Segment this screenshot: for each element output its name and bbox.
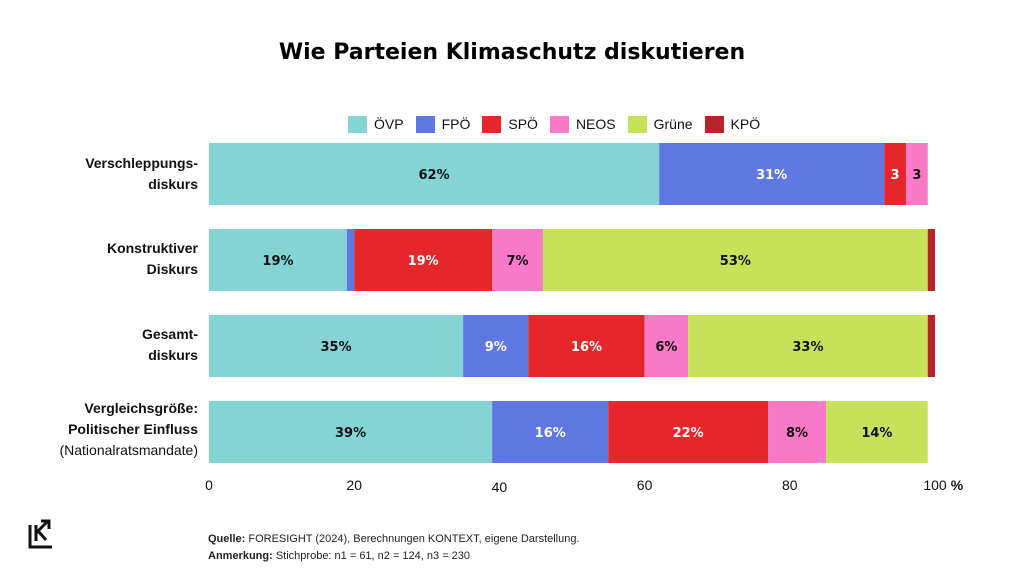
data-label: 7% [507, 254, 529, 269]
x-tick-label: 60 [637, 477, 653, 493]
bar-segment-kpö [927, 315, 935, 377]
chart-legend: ÖVP FPÖ SPÖ NEOS Grüne KPÖ [348, 114, 772, 134]
row-label-line: Diskurs [146, 261, 198, 277]
note-text: Stichprobe: n1 = 61, n2 = 124, n3 = 230 [275, 550, 471, 562]
data-label: 31% [756, 168, 787, 183]
bar-segment-spö [528, 315, 645, 377]
bar-segment-fpö [346, 229, 355, 291]
bar-segment-spö [354, 229, 493, 291]
row-label-sub: (Nationalratsmandate) [59, 442, 198, 458]
row-label-vergleichsgroesse: Vergleichsgröße: Politischer Einfluss (N… [20, 398, 198, 461]
legend-label-fpoe: FPÖ [441, 116, 471, 132]
kontext-logo-icon [28, 519, 52, 549]
source-text: FORESIGHT (2024), Berechnungen KONTEXT, … [248, 533, 580, 545]
legend-swatch-fpoe [415, 115, 435, 133]
source-label: Quelle: [208, 533, 246, 545]
data-label: 53% [720, 254, 751, 269]
data-label: 35% [320, 340, 351, 355]
legend-swatch-gruene [627, 115, 647, 133]
legend-item-kpoe: KPÖ [704, 115, 761, 133]
chart-title: Wie Parteien Klimaschutz diskutieren [278, 40, 746, 65]
legend-swatch-kpoe [704, 115, 724, 133]
x-unit-label: % [951, 477, 964, 493]
x-tick-label: 20 [346, 477, 362, 493]
x-tick-label: 100 [923, 477, 947, 493]
data-label: 8% [786, 426, 808, 441]
data-label: 3 [912, 168, 921, 183]
row-label-line: Gesamt- [141, 326, 198, 342]
bar-segment-kpö [927, 229, 935, 291]
chart-footer: Quelle: FORESIGHT (2024), Berechnungen K… [208, 531, 580, 565]
row-label-gesamtdiskurs: Gesamt- diskurs [20, 324, 198, 366]
bar-segment-övp [209, 143, 660, 205]
legend-item-oevp: ÖVP [348, 115, 404, 133]
bar-segment-fpö [659, 143, 885, 205]
bar-segment-fpö [492, 401, 609, 463]
source-note: Quelle: FORESIGHT (2024), Berechnungen K… [208, 531, 580, 548]
legend-swatch-neos [549, 115, 569, 133]
row-label-verschleppungsdiskurs: Verschleppungs- diskurs [20, 153, 198, 195]
row-label-line: Vergleichsgröße: [84, 400, 198, 416]
legend-label-gruene: Grüne [653, 116, 693, 132]
bar-segment-grüne [826, 401, 928, 463]
data-label: 14% [861, 426, 892, 441]
bar-segment-övp [209, 401, 493, 463]
legend-item-fpoe: FPÖ [415, 115, 471, 133]
data-label: 16% [535, 426, 566, 441]
legend-swatch-spoe [482, 115, 502, 133]
row-label-line: Verschleppungs- [85, 155, 198, 171]
bar-segment-spö [884, 143, 906, 205]
legend-item-gruene: Grüne [627, 115, 693, 133]
data-label: 6% [655, 340, 677, 355]
data-label: 39% [335, 426, 366, 441]
data-label: 22% [673, 426, 704, 441]
bar-segment-övp [209, 315, 464, 377]
bar-segment-grüne [688, 315, 928, 377]
row-label-line: diskurs [148, 176, 198, 192]
legend-swatch-oevp [348, 115, 367, 133]
data-label: 19% [408, 254, 439, 269]
note-label: Anmerkung: [208, 550, 273, 562]
bar-segment-neos [768, 401, 827, 463]
x-tick-label: 0 [205, 477, 213, 493]
data-label: 19% [262, 254, 293, 269]
data-label: 3 [891, 168, 900, 183]
data-label: 62% [418, 168, 449, 183]
legend-label-neos: NEOS [575, 116, 616, 132]
row-label-line: diskurs [148, 347, 198, 363]
bar-segment-spö [608, 401, 769, 463]
sample-note: Anmerkung: Stichprobe: n1 = 61, n2 = 124… [208, 548, 580, 565]
bar-segment-övp [209, 229, 347, 291]
bar-segment-neos [644, 315, 689, 377]
data-label: 16% [571, 340, 602, 355]
bar-segment-neos [492, 229, 543, 291]
legend-label-kpoe: KPÖ [730, 116, 761, 132]
legend-item-neos: NEOS [549, 115, 616, 133]
bar-segment-fpö [463, 315, 529, 377]
legend-label-spoe: SPÖ [508, 116, 538, 132]
x-tick-label: 80 [782, 477, 798, 493]
bar-segment-grüne [542, 229, 928, 291]
row-label-konstruktiver-diskurs: Konstruktiver Diskurs [20, 238, 198, 280]
legend-item-spoe: SPÖ [482, 115, 538, 133]
legend-label-oevp: ÖVP [374, 116, 404, 132]
row-label-line: Konstruktiver [106, 240, 198, 256]
bar-segment-neos [905, 143, 928, 205]
x-tick-label: 40 [492, 479, 508, 495]
row-label-line: Politischer Einfluss [68, 421, 198, 437]
data-label: 9% [485, 340, 507, 355]
data-label: 33% [792, 340, 823, 355]
